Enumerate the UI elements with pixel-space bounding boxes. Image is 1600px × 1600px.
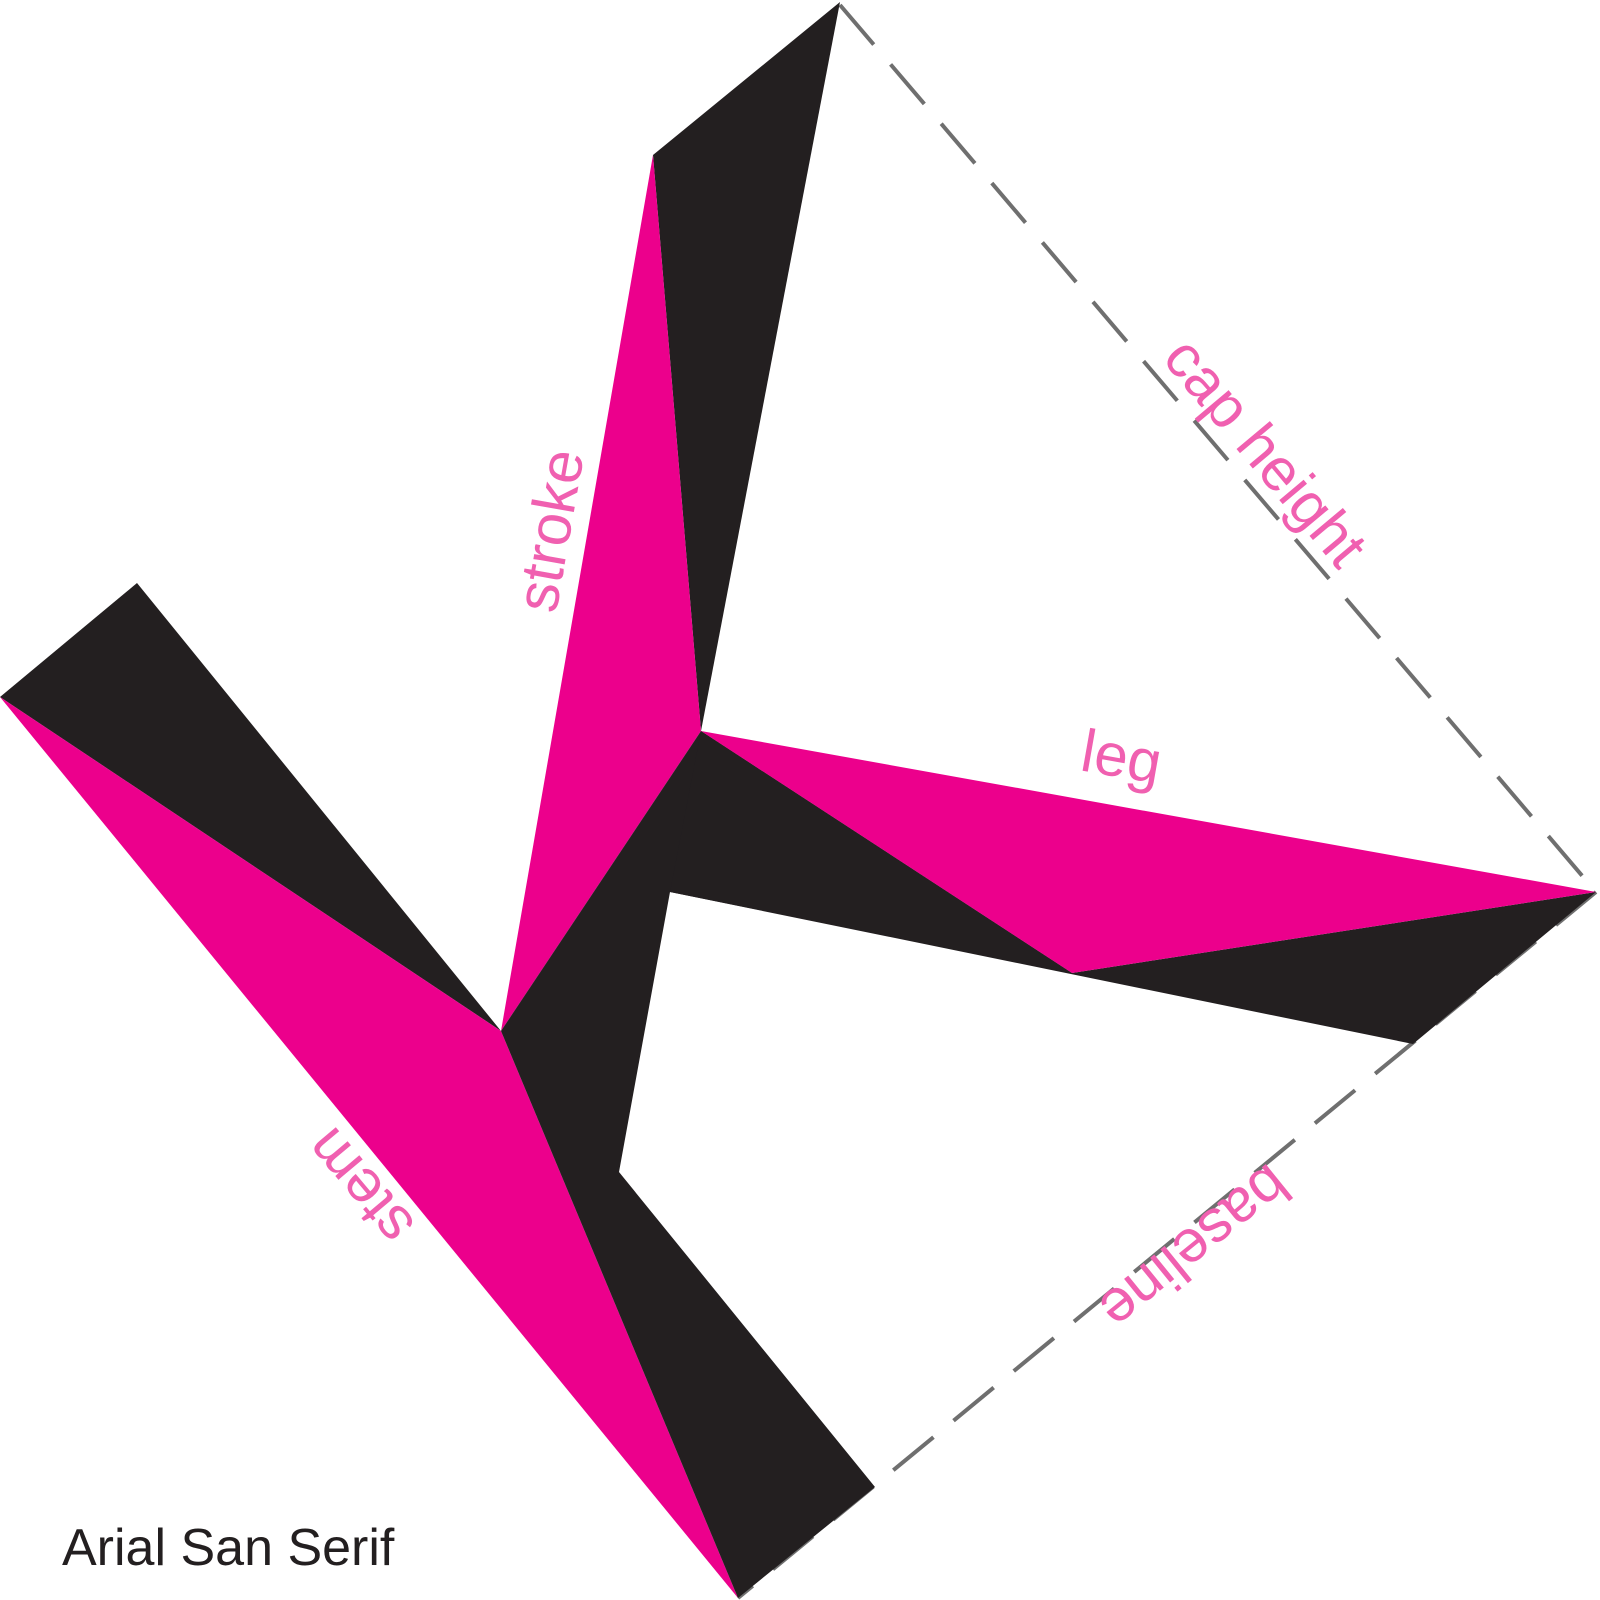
label-cap-height: cap height	[1151, 324, 1381, 579]
label-leg: leg	[1076, 717, 1166, 797]
stem-side	[501, 731, 1072, 1598]
diagram-title: Arial San Serif	[62, 1519, 395, 1577]
stem-face	[0, 697, 738, 1598]
stem-shadow	[0, 583, 501, 1031]
cap-height-guide	[838, 3, 1598, 894]
stroke-face	[501, 155, 701, 1031]
leg-shadow	[670, 731, 1596, 1044]
label-baseline: baseline	[1087, 1152, 1303, 1345]
stroke-shadow	[653, 2, 840, 731]
leg-face	[701, 731, 1596, 973]
